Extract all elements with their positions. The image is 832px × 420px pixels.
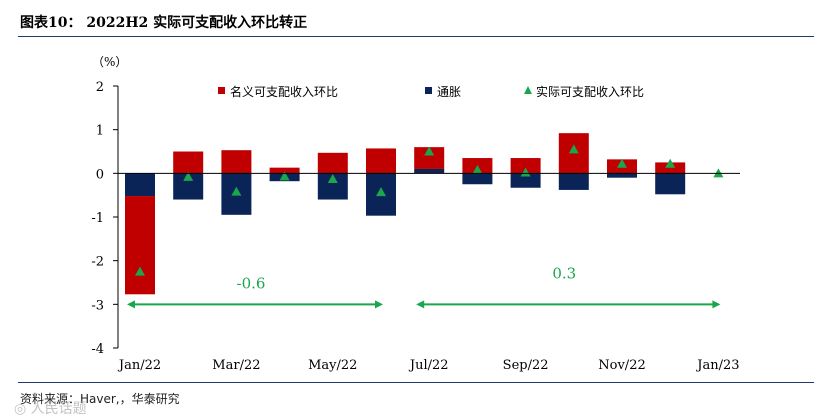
annotation-arrow-head	[375, 300, 383, 309]
annotation-arrow-head	[127, 300, 135, 309]
bar-nominal-income	[655, 162, 686, 174]
marker-real-income	[568, 144, 579, 154]
marker-real-income	[279, 171, 290, 181]
legend-label: 通胀	[437, 85, 461, 99]
bar-inflation	[655, 173, 686, 195]
source-rule	[18, 382, 814, 383]
marker-real-income	[135, 266, 145, 276]
watermark: ◎ 人民话题	[14, 401, 87, 417]
marker-real-income	[327, 174, 338, 184]
y-tick-label: -3	[91, 298, 104, 313]
y-tick-label: -1	[91, 211, 104, 226]
bar-inflation	[125, 173, 155, 197]
x-tick-label: Nov/22	[598, 358, 645, 373]
legend-swatch	[425, 87, 432, 94]
x-tick-label: May/22	[308, 358, 357, 373]
y-tick-label: -2	[91, 255, 104, 270]
legend-label: 实际可支配收入环比	[536, 84, 644, 99]
bar-nominal-income	[125, 196, 155, 295]
bar-nominal-income	[317, 152, 348, 174]
marker-real-income	[520, 167, 531, 177]
bar-nominal-income	[366, 148, 396, 174]
figure-title: 图表10： 2022H2 实际可支配收入环比转正	[20, 15, 308, 31]
annotation-label: 0.3	[552, 264, 576, 282]
marker-real-income	[376, 187, 386, 197]
marker-real-income	[183, 171, 194, 181]
bar-inflation	[607, 173, 637, 178]
legend-swatch	[218, 87, 225, 94]
marker-real-income	[472, 164, 483, 174]
title-rule	[18, 36, 814, 37]
y-unit-label: （%）	[92, 55, 127, 69]
x-tick-label: Jul/22	[408, 358, 449, 373]
annotation-arrow-head	[712, 300, 721, 309]
bar-nominal-income	[269, 167, 300, 174]
bar-inflation	[558, 173, 589, 190]
legend-label: 名义可支配收入环比	[230, 84, 338, 99]
legend-swatch	[524, 86, 532, 94]
y-tick-label: 0	[96, 167, 104, 182]
y-tick-label: -4	[91, 342, 104, 357]
bar-inflation	[510, 173, 541, 188]
x-tick-label: Mar/22	[212, 358, 260, 373]
source-note: 资料来源：Haver,，华泰研究	[20, 392, 180, 406]
marker-real-income	[617, 158, 627, 168]
y-tick-label: 2	[96, 80, 104, 95]
chart: （%） 2 1 0 -1 -2 -3 -4 Jan/22 Mar/22 May/22 Jul/22 S…	[91, 55, 740, 373]
x-tick-label: Jan/23	[695, 358, 739, 373]
bar-nominal-income	[173, 151, 204, 174]
bar-nominal-income	[414, 147, 445, 169]
marker-real-income	[424, 146, 435, 156]
bar-inflation	[414, 168, 445, 174]
bar-nominal-income	[221, 150, 252, 174]
annotation-arrow-head	[416, 300, 425, 309]
x-tick-label: Sep/22	[503, 358, 549, 373]
bar-inflation	[462, 173, 493, 185]
marker-real-income	[665, 158, 676, 168]
bar-nominal-income	[510, 158, 541, 174]
x-tick-label: Jan/22	[117, 358, 161, 373]
marker-real-income	[231, 186, 242, 196]
y-tick-label: 1	[96, 124, 104, 139]
annotation-label: -0.6	[237, 274, 266, 292]
